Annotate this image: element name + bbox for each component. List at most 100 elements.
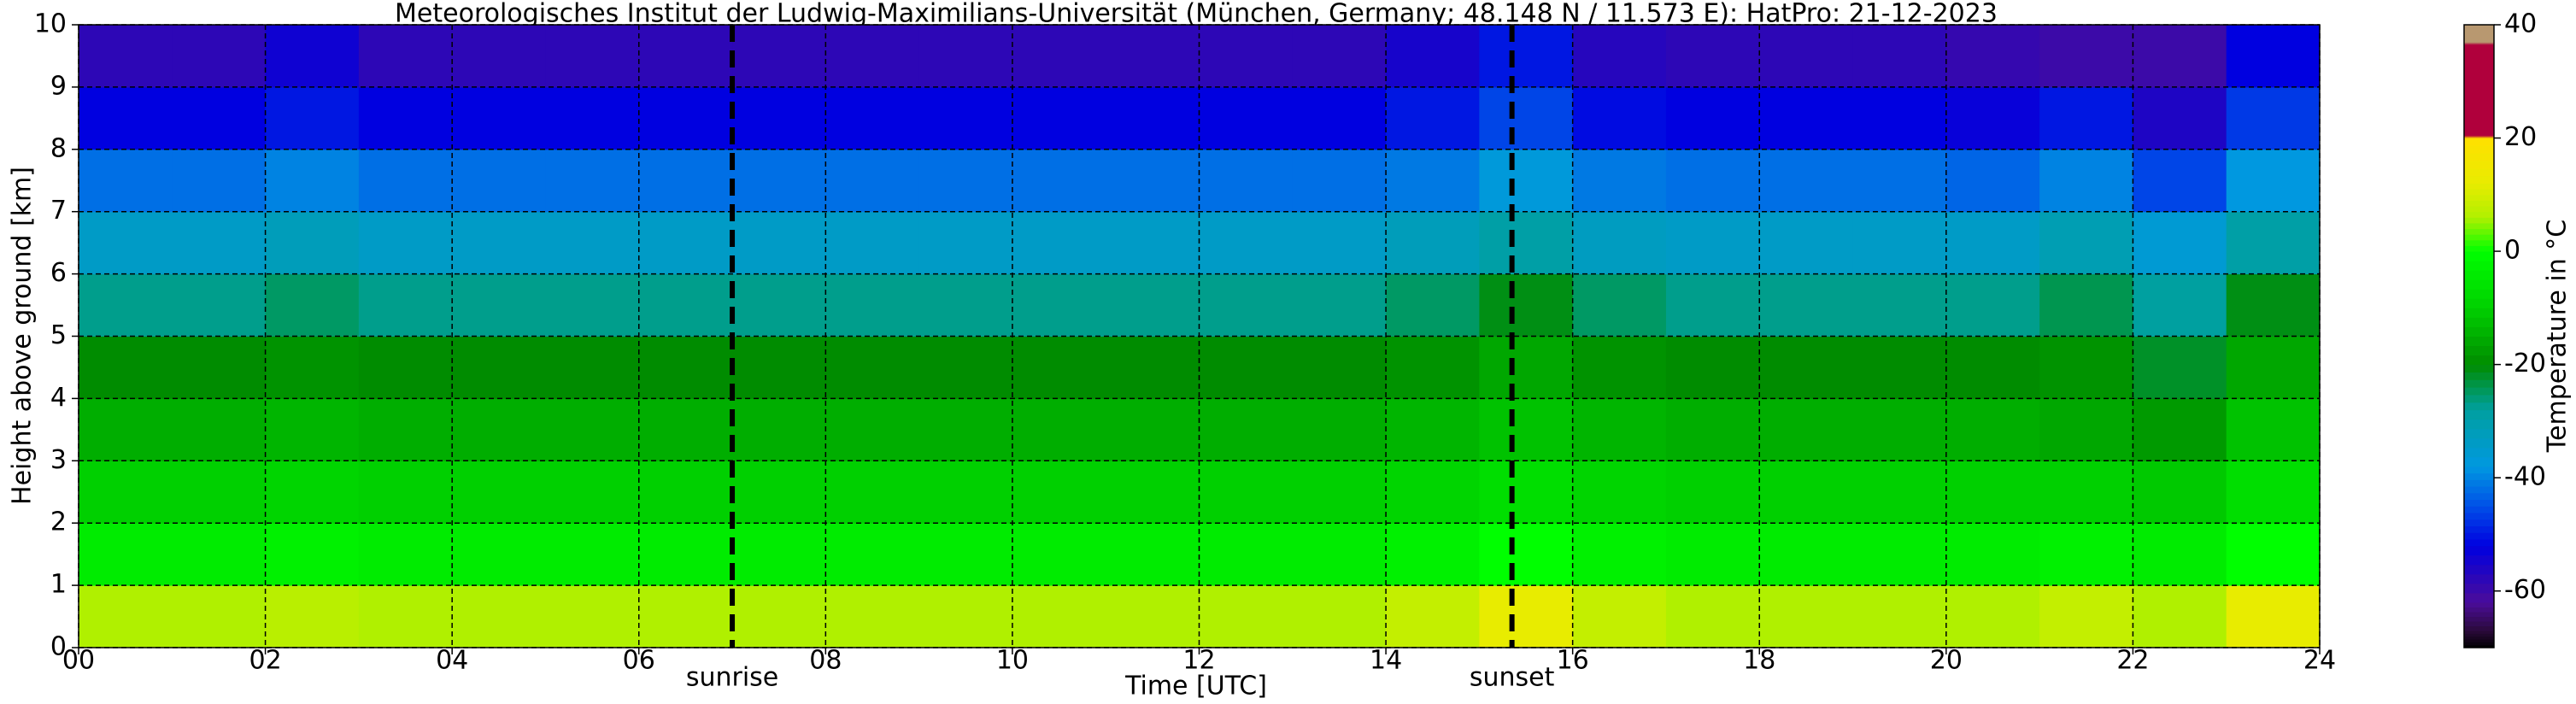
heatmap-cell xyxy=(79,585,173,648)
colorbar-segment xyxy=(2464,639,2494,642)
heatmap-cell xyxy=(1386,585,1480,648)
x-tick-label: 12 xyxy=(1182,646,1215,676)
heatmap-cell xyxy=(825,211,920,275)
colorbar-segment xyxy=(2464,387,2494,396)
heatmap-cell xyxy=(1386,461,1480,524)
heatmap-cell xyxy=(1572,273,1667,337)
colorbar-segment xyxy=(2464,601,2494,608)
heatmap-cell xyxy=(2226,86,2321,150)
heatmap-cell xyxy=(1199,25,1294,88)
heatmap-cell xyxy=(2039,398,2133,461)
heatmap-cell xyxy=(1386,336,1480,399)
heatmap-cell xyxy=(358,273,453,337)
colorbar-segment xyxy=(2464,545,2494,556)
heatmap-cell xyxy=(1945,273,2040,337)
y-tick-label: 1 xyxy=(50,570,67,600)
colorbar-segment xyxy=(2464,261,2494,271)
heatmap-cell xyxy=(638,211,733,275)
colorbar-segment xyxy=(2464,409,2494,420)
heatmap-cell xyxy=(1386,86,1480,150)
heatmap-cell xyxy=(2039,25,2133,88)
colorbar-tick-label: -40 xyxy=(2504,462,2546,492)
heatmap-cell xyxy=(1665,523,1760,586)
heatmap-cell xyxy=(1012,398,1106,461)
heatmap-cell xyxy=(172,336,267,399)
colorbar-segment xyxy=(2464,437,2494,449)
heatmap-cell xyxy=(1479,86,1574,150)
heatmap-cell xyxy=(1572,25,1667,88)
heatmap-cell xyxy=(2039,211,2133,275)
heatmap-cell xyxy=(1759,523,1854,586)
heatmap-cell xyxy=(1199,523,1294,586)
heatmap-cell xyxy=(1292,336,1387,399)
heatmap-cell xyxy=(825,585,920,648)
colorbar-segment xyxy=(2464,394,2494,403)
heatmap-cell xyxy=(1759,461,1854,524)
heatmap-cell xyxy=(918,585,1013,648)
heatmap-cell xyxy=(172,461,267,524)
heatmap-cell xyxy=(265,25,360,88)
heatmap-cell xyxy=(1759,273,1854,337)
colorbar-segment xyxy=(2464,32,2494,37)
colorbar-segment xyxy=(2464,135,2494,137)
colorbar-segment xyxy=(2464,636,2494,640)
heatmap-cell xyxy=(825,336,920,399)
heatmap-cell xyxy=(918,523,1013,586)
colorbar-segment xyxy=(2464,222,2494,230)
heatmap-cell xyxy=(172,585,267,648)
heatmap-cell xyxy=(2039,336,2133,399)
colorbar-segment xyxy=(2464,120,2494,136)
heatmap-cell xyxy=(2133,398,2227,461)
colorbar-segment xyxy=(2464,554,2494,566)
heatmap-cell xyxy=(1945,461,2040,524)
colorbar-segment xyxy=(2464,326,2494,337)
colorbar-segment xyxy=(2464,538,2494,547)
colorbar-segment xyxy=(2464,183,2494,190)
heatmap-cell xyxy=(545,336,640,399)
heatmap-cell xyxy=(1199,211,1294,275)
heatmap-cell xyxy=(1665,273,1760,337)
colorbar-segment xyxy=(2464,245,2494,252)
heatmap-cell xyxy=(1479,211,1574,275)
y-tick-label: 0 xyxy=(50,632,67,662)
heatmap-cell xyxy=(1012,273,1106,337)
colorbar-segment xyxy=(2464,42,2494,44)
y-axis-label: Height above ground [km] xyxy=(8,167,38,505)
heatmap-cell xyxy=(2226,523,2321,586)
heatmap-cell xyxy=(1292,461,1387,524)
colorbar-segment xyxy=(2464,42,2494,44)
x-tick-label: 22 xyxy=(2116,646,2149,676)
heatmap-cell xyxy=(1106,211,1200,275)
heatmap-cell xyxy=(545,273,640,337)
heatmap-cell xyxy=(545,523,640,586)
colorbar-segment xyxy=(2464,513,2494,520)
heatmap-cell xyxy=(265,398,360,461)
heatmap-cell xyxy=(1759,86,1854,150)
colorbar-segment xyxy=(2464,279,2494,290)
colorbar-segment xyxy=(2464,289,2494,299)
heatmap-cell xyxy=(1386,398,1480,461)
colorbar-segment xyxy=(2464,36,2494,40)
heatmap-cell xyxy=(1292,523,1387,586)
colorbar-segment xyxy=(2464,486,2494,494)
heatmap-cell xyxy=(358,461,453,524)
heatmap-cell xyxy=(1012,585,1106,648)
heatmap-cell xyxy=(265,149,360,213)
colorbar-segment xyxy=(2464,200,2494,207)
heatmap-cell xyxy=(1572,336,1667,399)
heatmap-cell xyxy=(918,86,1013,150)
x-tick-label: 20 xyxy=(1930,646,1963,676)
heatmap-cell xyxy=(1012,336,1106,399)
heatmap-cell xyxy=(1479,523,1574,586)
heatmap-cell xyxy=(1852,149,1947,213)
heatmap-cell xyxy=(1386,523,1480,586)
colorbar-label: Temperature in °C xyxy=(2543,220,2573,453)
heatmap-cell xyxy=(2133,336,2227,399)
heatmap-cell xyxy=(1572,461,1667,524)
heatmap-cell xyxy=(358,336,453,399)
colorbar-segment xyxy=(2464,136,2494,138)
heatmap-cell xyxy=(825,86,920,150)
heatmap-cell xyxy=(545,461,640,524)
heatmap-cell xyxy=(265,523,360,586)
heatmap-cell xyxy=(2133,211,2227,275)
